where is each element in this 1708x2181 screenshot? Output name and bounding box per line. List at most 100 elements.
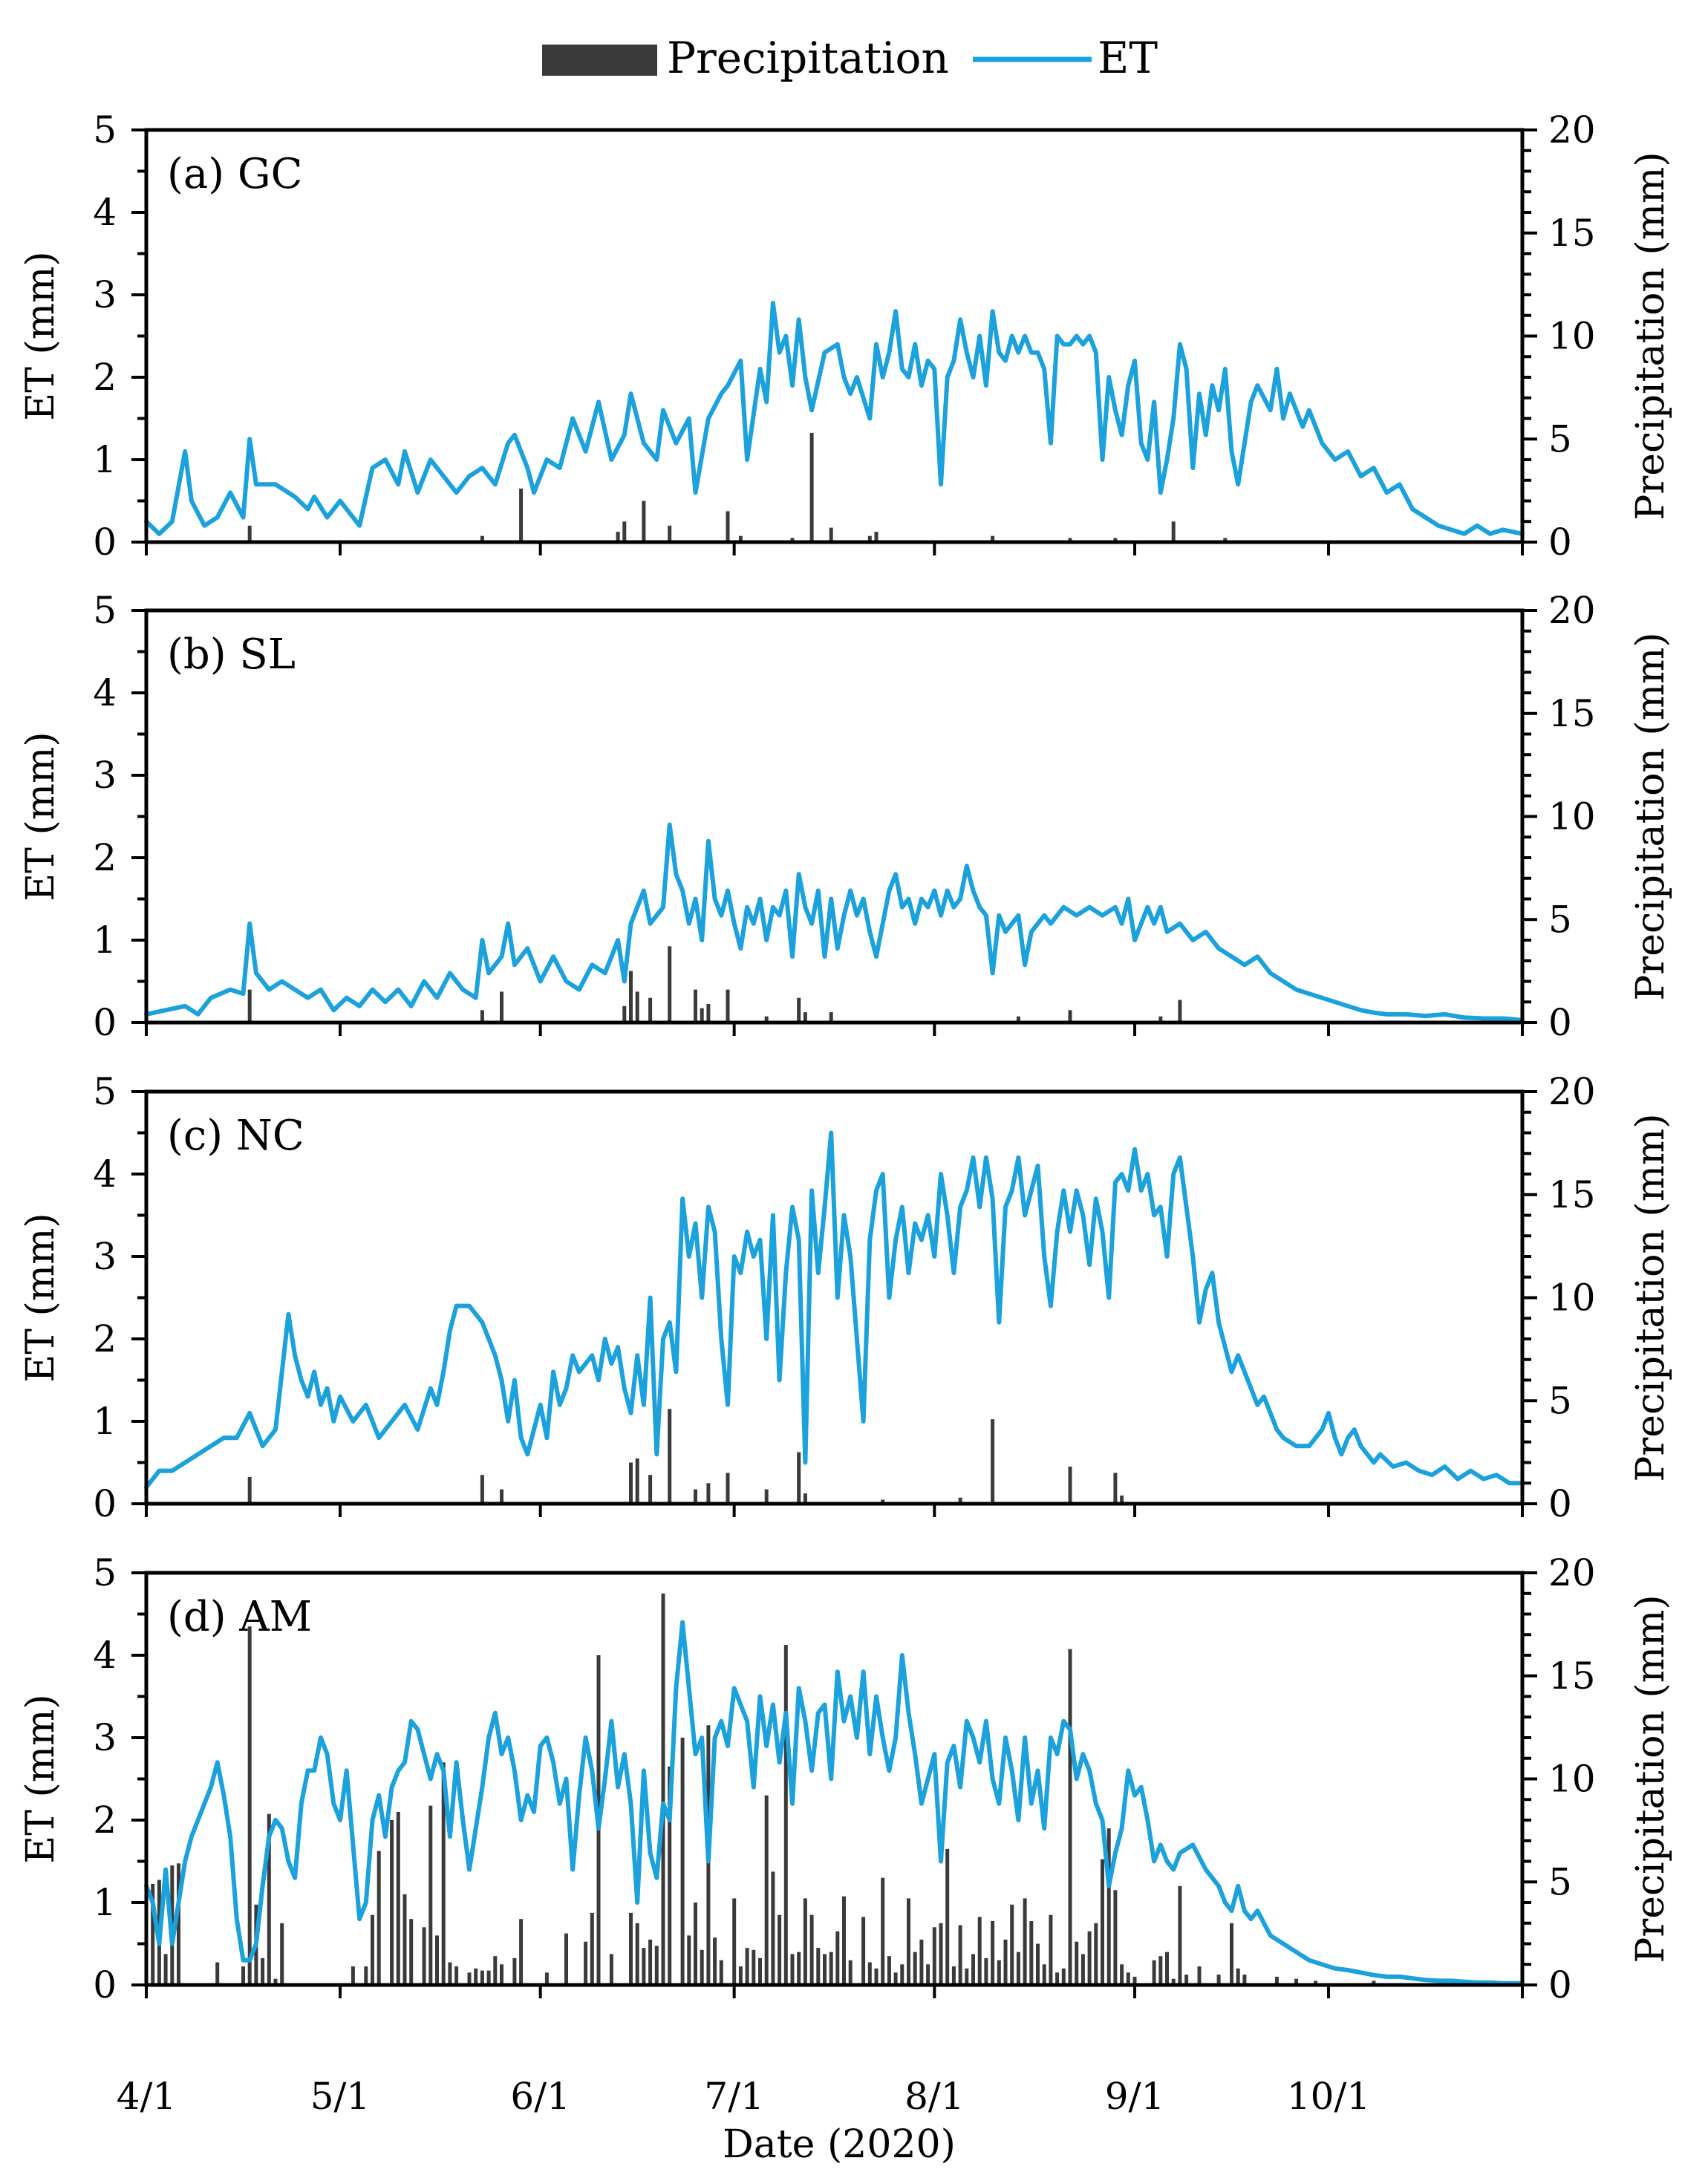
precipitation-bar [1158,1016,1163,1023]
precipitation-bar [622,1005,627,1023]
legend-precipitation-label: Precipitation [667,33,949,83]
precipitation-bar [1113,1890,1118,1985]
precipitation-bar [719,1960,723,1985]
right-tick-label: 20 [1548,1070,1596,1113]
precipitation-bar [493,1956,498,1985]
precipitation-bar [951,1966,956,1985]
left-tick-label: 3 [93,754,117,797]
precipitation-bar [1068,538,1072,542]
precipitation-bar [177,1863,180,1985]
plot-frame [144,1571,1525,1987]
precipitation-bar [764,1795,769,1985]
precipitation-bar [629,1462,633,1504]
precipitation-bar [635,1923,639,1986]
precipitation-bar [1080,1954,1085,1985]
precipitation-bar [261,1957,265,1985]
x-tick-label: 6/1 [510,2075,570,2118]
precipitation-bar [803,1012,807,1023]
precipitation-bar [726,1473,730,1504]
left-tick-label: 5 [93,1551,117,1594]
precipitation-bar [803,1493,807,1504]
precipitation-bar [977,1917,982,1985]
precipitation-bar [1372,1980,1376,1985]
precipitation-bar [1184,1975,1189,1985]
precipitation-bar [835,1931,840,1985]
precipitation-bar [441,1762,446,1985]
precipitation-bar [1178,1000,1182,1023]
precipitation-bar [1113,538,1118,542]
precipitation-bar [215,1962,220,1985]
precipitation-bar [939,1923,943,1986]
precipitation-bar [642,501,646,542]
right-tick-label: 20 [1548,589,1596,632]
right-axis-title: Precipitation (mm) [1629,1594,1673,1963]
precipitation-bar [991,535,995,542]
precipitation-bar [1165,1952,1169,1985]
precipitation-bar [790,1954,795,1985]
precipitation-bar [764,1489,769,1504]
precipitation-bar [700,1008,704,1023]
left-tick-label: 3 [93,1235,117,1278]
left-tick-label: 3 [93,1716,117,1759]
precipitation-bar [745,1948,749,1985]
x-tick-label: 8/1 [904,2075,964,2118]
panel-label: (d) AM [167,1593,312,1641]
right-tick-label: 10 [1548,1277,1596,1320]
precipitation-bar [642,1948,646,1985]
precipitation-bar [829,1952,833,1985]
precipitation-bar [687,1935,691,1985]
precipitation-bar [635,1458,639,1504]
precipitation-bar [402,1894,407,1985]
precipitation-bar [1016,1016,1020,1023]
precipitation-bar [1314,1980,1318,1985]
precipitation-bar [700,1949,704,1985]
left-tick-label: 3 [93,273,117,316]
precipitation-bar [1023,1898,1027,1985]
precipitation-bar [997,1960,1001,1985]
precipitation-bar [648,997,653,1023]
precipitation-bar [848,1960,853,1985]
precipitation-bar [371,1914,374,1985]
precipitation-bar [829,1012,833,1023]
precipitation-bar [726,511,730,542]
right-axis-title: Precipitation (mm) [1629,151,1673,520]
precipitation-bar [448,1962,452,1985]
precipitation-bar [668,946,672,1023]
precipitation-bar [247,1476,252,1504]
right-tick-label: 15 [1548,692,1596,735]
precipitation-bar [1132,1976,1137,1985]
precipitation-bar [590,1912,594,1985]
precipitation-bar [984,1957,988,1985]
precipitation-bar [500,991,503,1023]
precipitation-bar [958,1497,962,1504]
precipitation-bar [803,1898,807,1985]
precipitation-bar [738,535,743,542]
precipitation-bar [668,525,672,542]
panel-label: (b) SL [167,630,296,679]
precipitation-bar [1274,1976,1279,1985]
precipitation-bar [1236,1968,1240,1985]
plot-frame [144,1089,1525,1506]
precipitation-bar [958,1925,962,1985]
left-tick-label: 2 [93,1317,117,1360]
precipitation-bar [648,1939,653,1985]
precipitation-bar [1068,1467,1072,1504]
panel-1: 0 1 2 3 4 5 0 5 10 15 20 (b) SL ET (mm) Precipitation… [19,589,1673,1044]
precipitation-bar [1152,1960,1156,1985]
precipitation-bars [144,1593,1376,1986]
precipitation-bar [694,1903,697,1985]
precipitation-bar [1106,1828,1111,1985]
precipitation-bar [823,1954,827,1985]
left-axis-title: ET (mm) [19,1694,63,1863]
precipitation-bar [635,991,639,1023]
precipitation-bar [1061,1968,1066,1985]
precipitation-bar [1036,1943,1040,1985]
precipitation-bar [390,1820,394,1985]
precipitation-bar [629,1912,633,1985]
precipitation-bar [267,1813,271,1985]
left-tick-label: 5 [93,589,117,632]
left-tick-label: 5 [93,1070,117,1113]
precipitation-bar [1171,521,1176,543]
precipitation-bar [519,488,524,542]
